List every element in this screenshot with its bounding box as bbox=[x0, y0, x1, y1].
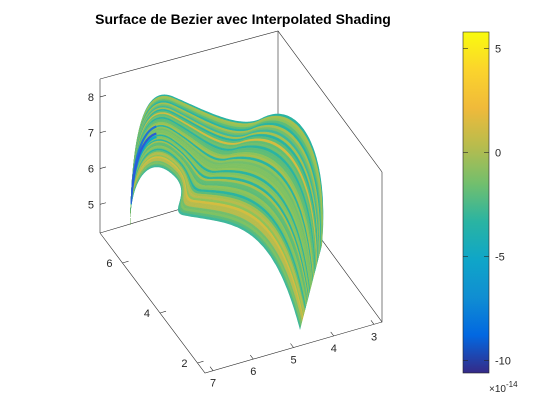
colorbar-exponent-base: ×10 bbox=[489, 384, 506, 395]
surface-streak bbox=[130, 132, 157, 204]
x-tick-mark bbox=[290, 343, 294, 348]
z-tick-label: 6 bbox=[88, 164, 94, 176]
y-tick-mark bbox=[122, 260, 129, 264]
z-tick-mark bbox=[99, 130, 107, 134]
x-tick-label: 5 bbox=[291, 355, 297, 367]
colorbar-tick-label: -5 bbox=[495, 252, 505, 264]
z-tick-label: 5 bbox=[88, 199, 94, 211]
x-tick-label: 6 bbox=[250, 366, 256, 378]
chart-title: Surface de Bezier avec Interpolated Shad… bbox=[95, 11, 391, 27]
colorbar-gradient bbox=[462, 31, 490, 374]
colorbar-tick-label: -10 bbox=[495, 356, 511, 368]
y-axis: 2 4 6 bbox=[106, 258, 204, 370]
z-tick-mark bbox=[99, 166, 107, 169]
z-axis: 5 6 7 8 bbox=[88, 92, 107, 211]
z-tick-mark bbox=[99, 95, 107, 98]
y-tick-label: 6 bbox=[106, 258, 112, 270]
y-tick-mark bbox=[159, 310, 167, 314]
y-tick-mark bbox=[197, 360, 204, 364]
x-tick-label: 4 bbox=[331, 343, 337, 355]
z-tick-label: 7 bbox=[88, 128, 94, 140]
colorbar-exponent: ×10-14 bbox=[489, 380, 518, 395]
x-tick-mark bbox=[209, 366, 214, 371]
x-axis: 3 4 5 6 7 bbox=[209, 320, 377, 390]
bezier-surface bbox=[130, 94, 324, 330]
z-tick-label: 8 bbox=[88, 92, 94, 104]
colorbar-ticks: 5 0 -5 -10 bbox=[463, 44, 511, 368]
colorbar-tick-label: 0 bbox=[495, 148, 501, 160]
x-tick-mark bbox=[370, 320, 375, 325]
x-tick-label: 3 bbox=[371, 331, 377, 343]
x-tick-label: 7 bbox=[210, 378, 216, 390]
y-tick-label: 2 bbox=[181, 358, 187, 370]
y-tick-label: 4 bbox=[144, 308, 150, 320]
colorbar-tick-label: 5 bbox=[495, 44, 501, 56]
z-tick-mark bbox=[99, 202, 107, 205]
colorbar: 5 0 -5 -10 ×10-14 bbox=[462, 31, 518, 395]
x-tick-mark bbox=[330, 331, 334, 337]
x-tick-mark bbox=[250, 354, 254, 360]
colorbar-exponent-power: -14 bbox=[506, 380, 518, 389]
